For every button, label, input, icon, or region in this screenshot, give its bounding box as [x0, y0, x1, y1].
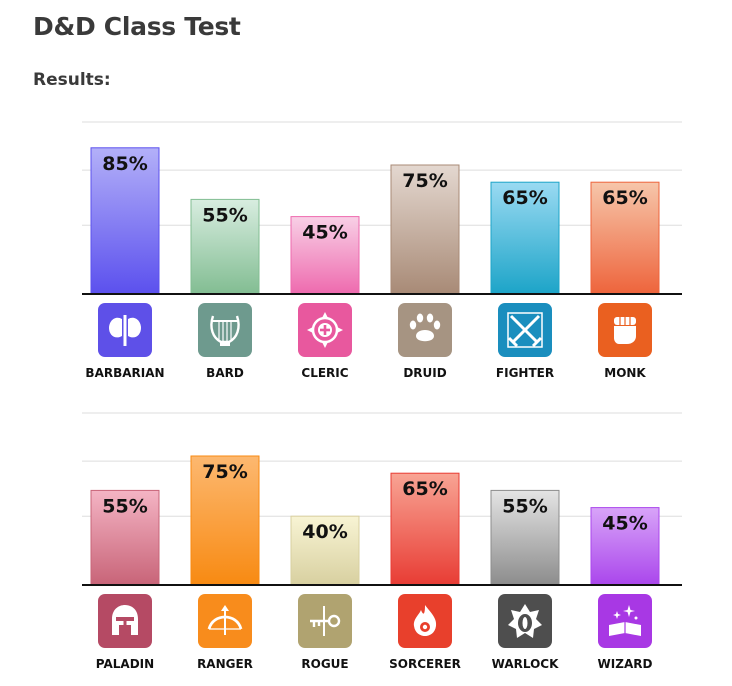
bard-lyre-icon: [198, 303, 252, 357]
category-label-bard: BARD: [206, 366, 244, 380]
bar-bard: [190, 198, 260, 295]
value-label-monk: 65%: [602, 187, 647, 209]
value-label-cleric: 45%: [302, 222, 347, 244]
warlock-eye-icon: [498, 594, 552, 648]
bar-sorcerer: [390, 472, 460, 586]
barbarian-axe-icon: [98, 303, 152, 357]
category-label-cleric: CLERIC: [301, 366, 348, 380]
bar-rogue: [290, 515, 360, 586]
page-title: D&D Class Test: [33, 12, 241, 41]
fighter-crossed-swords-icon: [498, 303, 552, 357]
value-label-fighter: 65%: [502, 187, 547, 209]
value-label-wizard: 45%: [602, 513, 647, 535]
category-label-druid: DRUID: [403, 366, 446, 380]
category-label-warlock: WARLOCK: [492, 657, 559, 671]
results-heading: Results:: [33, 70, 111, 90]
value-label-rogue: 40%: [302, 521, 347, 543]
sorcerer-flame-icon: [398, 594, 452, 648]
category-label-wizard: WIZARD: [598, 657, 653, 671]
value-label-barbarian: 85%: [102, 153, 147, 175]
category-label-sorcerer: SORCERER: [389, 657, 461, 671]
category-label-monk: MONK: [604, 366, 646, 380]
value-label-warlock: 55%: [502, 495, 547, 517]
cleric-holy-symbol-icon: [298, 303, 352, 357]
value-label-sorcerer: 65%: [402, 478, 447, 500]
druid-paw-icon: [398, 303, 452, 357]
rogue-key-icon: [298, 594, 352, 648]
category-label-paladin: PALADIN: [96, 657, 154, 671]
paladin-helmet-icon: [98, 594, 152, 648]
category-label-barbarian: BARBARIAN: [85, 366, 164, 380]
bar-ranger: [190, 455, 260, 586]
value-label-ranger: 75%: [202, 461, 247, 483]
bar-fighter: [490, 181, 560, 295]
category-label-ranger: RANGER: [197, 657, 253, 671]
category-label-rogue: ROGUE: [301, 657, 348, 671]
value-label-bard: 55%: [202, 204, 247, 226]
category-label-fighter: FIGHTER: [496, 366, 554, 380]
bar-barbarian: [90, 147, 160, 295]
chart-1: 85% BARBARIAN 55% BARD 45% CLERIC 75% DRUID 65% F…: [82, 121, 682, 380]
ranger-bow-icon: [198, 594, 252, 648]
wizard-spellbook-icon: [598, 594, 652, 648]
bar-cleric: [290, 216, 360, 295]
value-label-paladin: 55%: [102, 495, 147, 517]
monk-fist-icon: [598, 303, 652, 357]
chart-2: 55% PALADIN 75% RANGER 40% ROGUE 65% SORCERER 55…: [82, 412, 682, 671]
bar-warlock: [490, 489, 560, 586]
bar-monk: [590, 181, 660, 295]
value-label-druid: 75%: [402, 170, 447, 192]
bar-paladin: [90, 489, 160, 586]
